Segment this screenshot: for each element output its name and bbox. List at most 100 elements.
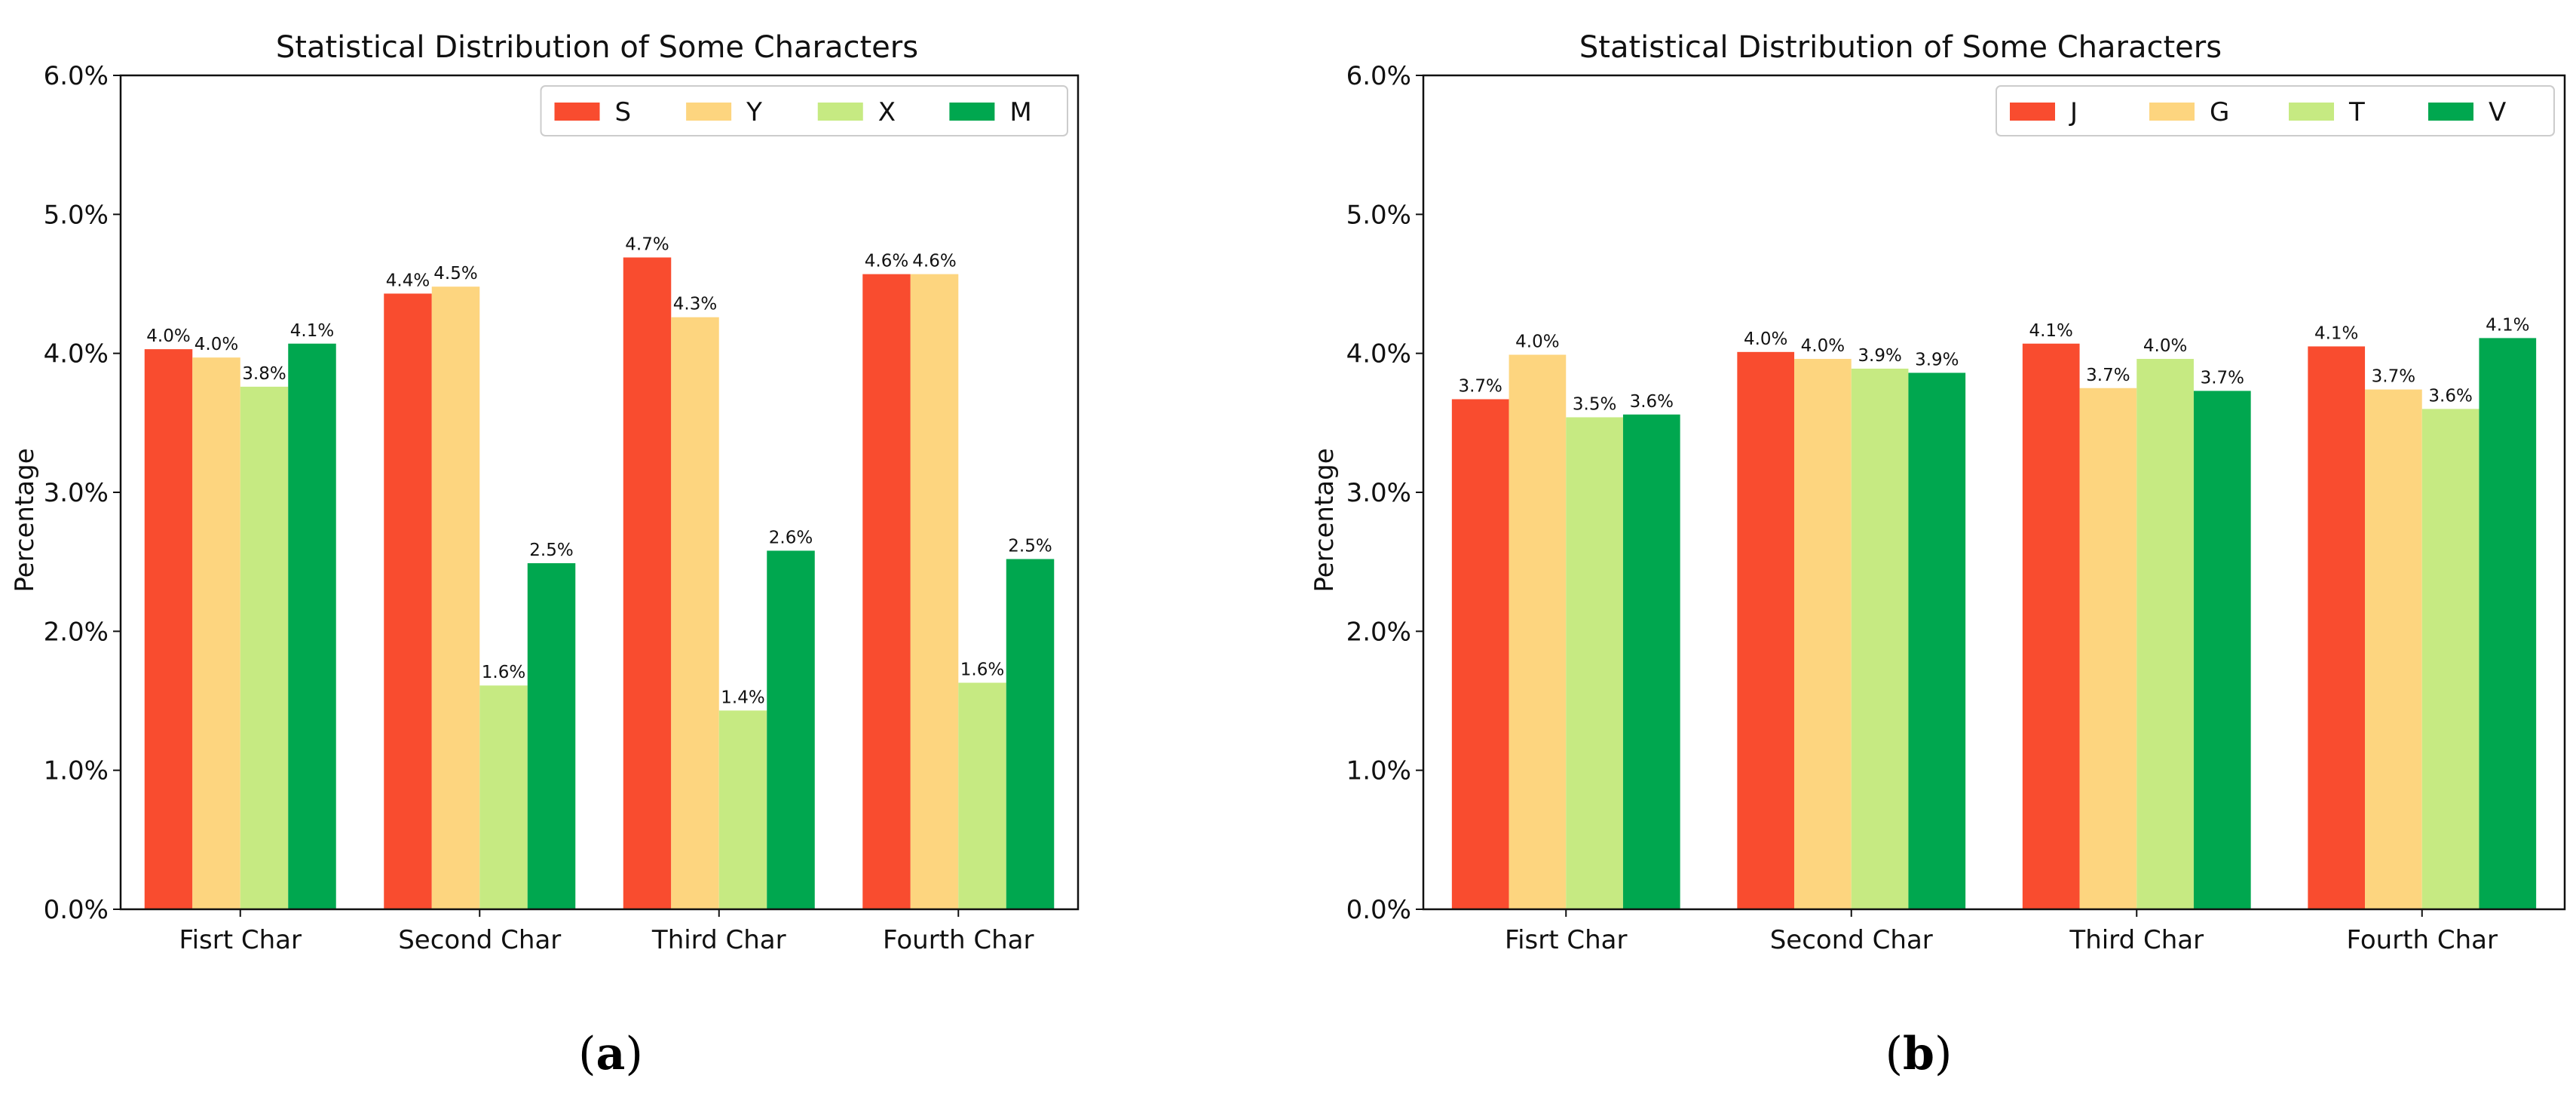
bar-j-2 — [1737, 351, 1795, 909]
data-label: 4.7% — [625, 234, 669, 254]
legend-swatch-g — [2149, 103, 2195, 121]
data-label: 4.0% — [2143, 336, 2187, 356]
panel-caption-a: (a) — [578, 1028, 643, 1080]
legend-label-v: V — [2489, 97, 2506, 127]
y-axis-label: Percentage — [10, 448, 40, 592]
data-label: 4.1% — [2029, 321, 2072, 341]
legend-swatch-s — [554, 103, 600, 121]
y-tick-label: 1.0% — [44, 756, 109, 786]
bar-y-4 — [910, 274, 959, 909]
bar-x-2 — [479, 685, 528, 909]
data-label: 2.5% — [1008, 536, 1052, 556]
y-tick-label: 5.0% — [44, 200, 109, 230]
data-label: 4.1% — [2314, 323, 2358, 343]
y-axis-label: Percentage — [1309, 448, 1340, 592]
data-label: 4.0% — [1744, 329, 1787, 349]
x-tick-label: Third Char — [651, 925, 786, 955]
data-label: 1.4% — [721, 688, 764, 707]
data-label: 3.7% — [1458, 376, 1502, 396]
legend-swatch-y — [686, 103, 732, 121]
data-label: 4.4% — [386, 271, 430, 290]
data-label: 4.0% — [1801, 336, 1845, 356]
plot-frame — [119, 74, 1080, 911]
bar-t-4 — [2421, 409, 2480, 909]
bar-t-1 — [1566, 417, 1623, 909]
x-tick-label: Fourth Char — [2347, 925, 2498, 955]
data-label: 3.7% — [2201, 368, 2244, 388]
data-label: 1.6% — [960, 660, 1004, 680]
bar-g-2 — [1794, 359, 1852, 909]
legend-label-m: M — [1009, 97, 1031, 127]
bar-v-1 — [1622, 414, 1680, 909]
y-tick-label: 2.0% — [44, 617, 109, 647]
data-label: 3.7% — [2086, 366, 2130, 385]
x-tick-label: Fisrt Char — [1505, 925, 1627, 955]
bar-y-1 — [192, 357, 240, 909]
x-tick-label: Third Char — [2069, 925, 2204, 955]
y-tick-label: 5.0% — [1346, 200, 1411, 230]
legend-swatch-j — [2010, 103, 2055, 121]
x-tick-label: Second Char — [398, 925, 561, 955]
x-tick-label: Fisrt Char — [179, 925, 302, 955]
bar-j-3 — [2022, 343, 2080, 910]
legend-label-j: J — [2069, 97, 2078, 127]
y-tick-label: 3.0% — [1346, 478, 1411, 508]
panel-caption-b: (b) — [1885, 1028, 1953, 1080]
y-tick-label: 4.0% — [44, 339, 109, 369]
legend-label-g: G — [2210, 97, 2229, 127]
bar-s-2 — [384, 293, 432, 909]
data-label: 4.6% — [912, 252, 956, 271]
legend-box — [1996, 85, 2555, 136]
data-label: 2.5% — [529, 541, 573, 560]
bar-m-4 — [1006, 559, 1055, 909]
legend-swatch-v — [2428, 103, 2473, 121]
legend-swatch-m — [949, 103, 995, 121]
legend-label-x: X — [878, 97, 896, 127]
legend-swatch-t — [2289, 103, 2334, 121]
bar-j-4 — [2308, 346, 2366, 909]
x-tick-label: Fourth Char — [883, 925, 1034, 955]
data-label: 4.5% — [433, 264, 477, 283]
bar-m-3 — [767, 550, 815, 909]
y-tick-label: 6.0% — [44, 61, 109, 91]
data-label: 4.0% — [1515, 332, 1559, 352]
data-label: 4.3% — [673, 295, 717, 314]
legend-label-y: Y — [746, 97, 762, 127]
chart-panel-b: Statistical Distribution of Some Charact… — [1309, 30, 2566, 1080]
y-tick-label: 4.0% — [1346, 339, 1411, 369]
data-label: 3.5% — [1573, 394, 1616, 414]
data-label: 2.6% — [769, 528, 813, 547]
chart-title: Statistical Distribution of Some Charact… — [1579, 30, 2222, 65]
plot-frame — [1422, 74, 2566, 911]
data-label: 3.6% — [1630, 392, 1674, 412]
bar-v-4 — [2479, 338, 2537, 909]
data-label: 3.9% — [1858, 346, 1901, 366]
data-label: 1.6% — [482, 663, 525, 682]
bar-x-3 — [718, 710, 767, 909]
bar-x-1 — [240, 386, 289, 909]
y-tick-label: 0.0% — [1346, 895, 1411, 925]
legend-label-s: S — [615, 97, 632, 127]
chart-panel-a: Statistical Distribution of Some Charact… — [10, 30, 1080, 1080]
x-tick-label: Second Char — [1770, 925, 1933, 955]
bar-y-2 — [431, 287, 480, 910]
bar-s-1 — [144, 349, 193, 909]
bar-y-3 — [671, 317, 719, 909]
data-label: 3.6% — [2428, 386, 2472, 406]
bar-g-3 — [2079, 388, 2137, 909]
y-tick-label: 3.0% — [44, 478, 109, 508]
legend-box — [540, 85, 1068, 136]
y-tick-label: 6.0% — [1346, 61, 1411, 91]
y-tick-label: 2.0% — [1346, 617, 1411, 647]
legend-swatch-x — [817, 103, 863, 121]
data-label: 4.1% — [290, 321, 334, 341]
bar-g-1 — [1509, 354, 1567, 909]
data-label: 4.6% — [865, 252, 908, 271]
bar-m-1 — [288, 343, 336, 910]
legend-label-t: T — [2348, 97, 2365, 127]
data-label: 3.9% — [1915, 350, 1959, 369]
bar-j-1 — [1451, 399, 1509, 909]
bar-t-3 — [2136, 359, 2194, 909]
